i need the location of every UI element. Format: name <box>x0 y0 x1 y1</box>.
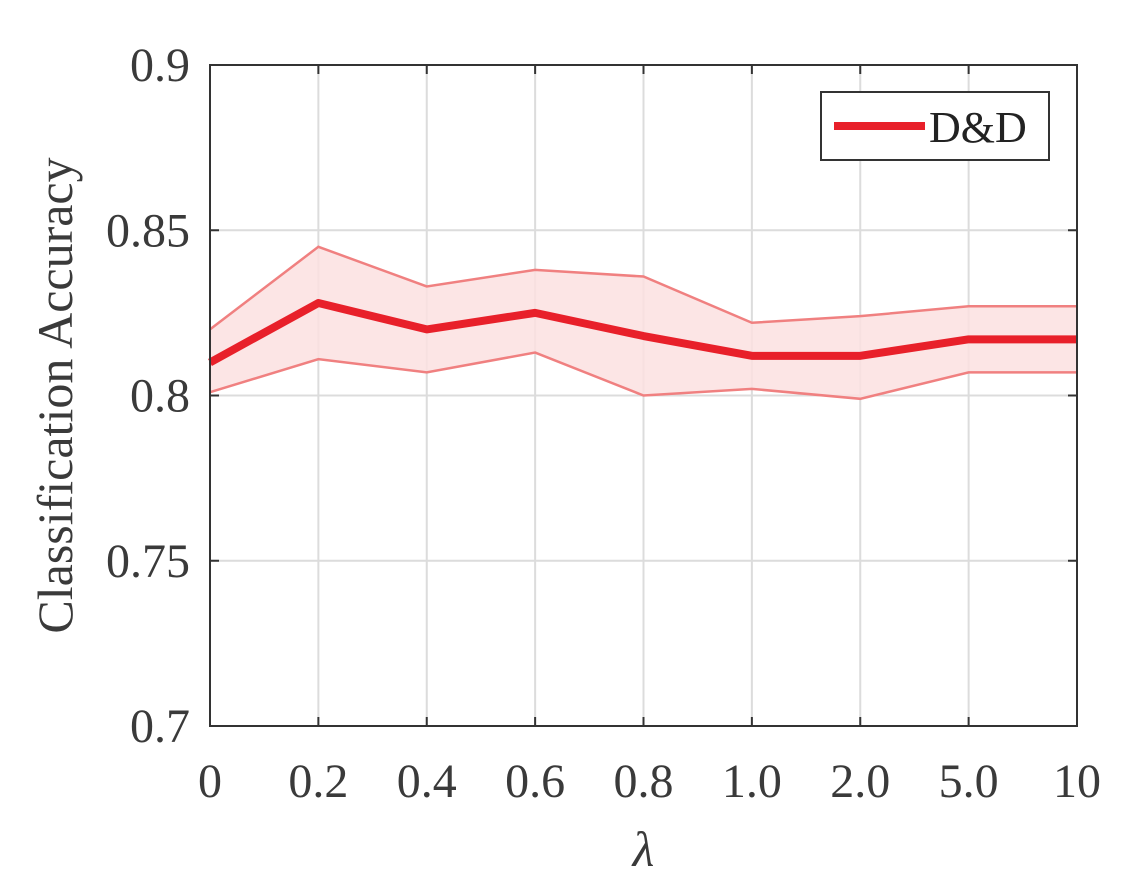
y-tick-label: 0.8 <box>130 370 190 423</box>
y-axis-title: Classification Accuracy <box>27 157 83 633</box>
x-tick-label: 0.6 <box>505 755 565 808</box>
x-tick-label: 2.0 <box>830 755 890 808</box>
series-line-d-and-d <box>208 298 1077 366</box>
y-tick-labels: 0.7 0.75 0.8 0.85 0.9 <box>106 39 190 753</box>
confidence-band <box>209 245 1077 401</box>
legend: D&D <box>820 91 1050 161</box>
axis-ticks <box>209 64 1078 727</box>
y-tick-label: 0.7 <box>130 700 190 753</box>
x-tick-label: 10 <box>1053 755 1101 808</box>
x-tick-label: 0 <box>198 755 222 808</box>
x-tick-label: 1.0 <box>722 755 782 808</box>
series-lines <box>208 298 1077 366</box>
x-axis-title: λ <box>631 821 655 877</box>
band-upper-edge <box>209 245 1077 331</box>
x-tick-labels: 0 0.2 0.4 0.6 0.8 1.0 2.0 5.0 10 <box>198 755 1101 808</box>
y-tick-label: 0.75 <box>106 535 190 588</box>
y-tick-label: 0.9 <box>130 39 190 92</box>
x-tick-label: 0.4 <box>397 755 457 808</box>
confidence-band-area <box>210 246 1077 399</box>
legend-label: D&D <box>929 103 1027 152</box>
y-tick-label: 0.85 <box>106 204 190 257</box>
x-tick-label: 0.8 <box>614 755 674 808</box>
band-lower-edge <box>209 351 1077 401</box>
x-tick-label: 0.2 <box>288 755 348 808</box>
x-tick-label: 5.0 <box>939 755 999 808</box>
